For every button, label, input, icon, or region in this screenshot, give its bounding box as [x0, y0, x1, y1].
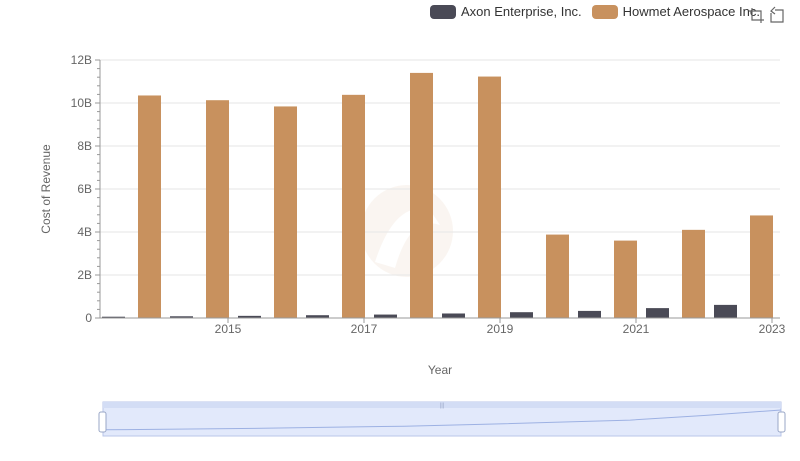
y-tick-label: 10B — [71, 96, 92, 110]
bar-axon[interactable] — [442, 313, 465, 318]
legend-item-axon[interactable]: Axon Enterprise, Inc. — [430, 4, 582, 19]
legend: Axon Enterprise, Inc. Howmet Aerospace I… — [430, 4, 770, 19]
x-axis: 2015 2017 2019 2021 2023 — [100, 317, 786, 336]
bar-howmet[interactable] — [546, 234, 569, 318]
bar-howmet[interactable] — [750, 215, 773, 318]
bar-axon[interactable] — [306, 315, 329, 318]
bar-axon[interactable] — [170, 316, 193, 318]
x-tick-label: 2019 — [487, 322, 514, 336]
y-tick-label: 4B — [77, 225, 92, 239]
bar-howmet[interactable] — [478, 76, 501, 319]
legend-swatch-howmet — [591, 4, 618, 19]
bar-axon[interactable] — [374, 314, 397, 318]
zoom-preview-line — [102, 409, 782, 431]
bar-axon[interactable] — [578, 310, 601, 318]
grid-lines — [100, 59, 780, 276]
legend-label-howmet: Howmet Aerospace Inc. — [622, 4, 760, 19]
bars — [102, 72, 773, 319]
y-tick-label: 6B — [77, 182, 92, 196]
bar-howmet[interactable] — [614, 240, 637, 318]
zoom-handle-right[interactable] — [777, 411, 786, 433]
x-tick-label: 2015 — [215, 322, 242, 336]
legend-label-axon: Axon Enterprise, Inc. — [461, 4, 582, 19]
watermark-logo — [361, 185, 453, 277]
legend-item-howmet[interactable]: Howmet Aerospace Inc. — [591, 4, 760, 19]
bar-axon[interactable] — [646, 308, 669, 318]
bar-howmet[interactable] — [206, 100, 229, 318]
bar-axon[interactable] — [510, 312, 533, 318]
bar-howmet[interactable] — [274, 106, 297, 318]
zoom-grip-icon[interactable]: ||| — [440, 403, 445, 409]
x-tick-label: 2017 — [351, 322, 378, 336]
x-tick-label: 2023 — [759, 322, 786, 336]
toolbox — [746, 6, 786, 24]
y-axis: 0 2B 4B 6B 8B 10B 12B — [71, 53, 101, 325]
bar-howmet[interactable] — [138, 95, 161, 318]
data-zoom-slider[interactable]: ||| — [98, 401, 786, 437]
bar-axon[interactable] — [238, 315, 261, 318]
y-tick-label: 0 — [85, 311, 92, 325]
zoom-icon[interactable] — [748, 6, 766, 24]
x-axis-title: Year — [428, 363, 452, 377]
bar-axon[interactable] — [714, 304, 737, 318]
bar-howmet[interactable] — [682, 229, 705, 318]
restore-icon[interactable] — [768, 6, 786, 24]
bar-howmet[interactable] — [410, 72, 433, 319]
legend-swatch-axon — [430, 4, 456, 19]
x-tick-label: 2021 — [623, 322, 650, 336]
bar-axon[interactable] — [102, 316, 125, 318]
y-tick-label: 12B — [71, 53, 92, 67]
y-tick-label: 2B — [77, 268, 92, 282]
y-tick-label: 8B — [77, 139, 92, 153]
y-axis-title: Cost of Revenue — [39, 144, 53, 234]
zoom-handle-left[interactable] — [98, 411, 107, 433]
bar-howmet[interactable] — [342, 94, 365, 318]
zoom-top-bar[interactable] — [103, 402, 781, 408]
